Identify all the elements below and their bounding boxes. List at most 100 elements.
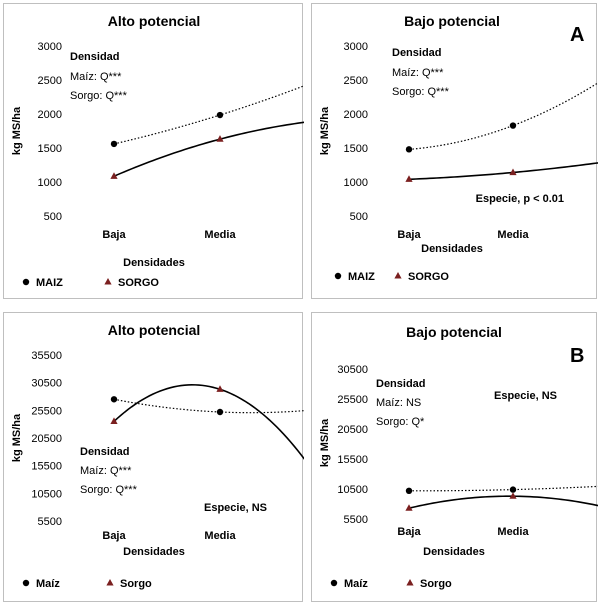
y-axis-label: kg MS/ha [11,413,23,462]
chart-title: Alto potencial [108,13,201,29]
section-label-a: A [570,24,585,46]
y-tick-label: 15500 [337,454,368,466]
y-tick-label: 1000 [344,177,368,189]
data-point-sorgo [110,417,118,424]
y-axis-label: kg MS/ha [319,418,331,467]
data-point-sorgo [509,168,517,176]
data-point-maiz [110,140,118,148]
annotation: Maíz: Q*** [80,465,132,477]
x-axis-label: Densidades [423,546,485,558]
y-tick-label: 2000 [344,109,368,121]
y-tick-label: 25500 [337,394,368,406]
y-tick-label: 25500 [31,405,62,417]
legend-label: Sorgo [420,578,452,590]
legend-marker-sorgo [406,579,414,586]
trend-line-sorgo [408,162,598,181]
data-point-sorgo [509,492,517,499]
y-tick-label: 500 [44,211,62,223]
y-tick-label: 500 [350,211,368,223]
legend-label: Maíz [36,578,60,590]
y-tick-label: 2000 [38,109,62,121]
annotation: Sorgo: Q* [376,416,425,428]
y-tick-label: 35500 [31,350,62,362]
legend-marker-maíz [330,579,338,587]
x-tick-label: Baja [397,526,421,538]
annotation: Especie, p < 0.01 [476,193,564,205]
data-point-sorgo [216,135,224,142]
x-tick-label: Media [204,530,236,542]
y-tick-label: 1000 [38,177,62,189]
legend-label: MAIZ [36,277,63,289]
annotation: Densidad [80,446,130,458]
data-point-maiz [216,111,224,119]
y-axis-label: kg MS/ha [319,106,331,155]
data-point-sorgo [405,504,413,511]
chart-panel-alto-a: Alto potencial kg MS/ha Densidades 500 1000 1… [3,3,304,299]
trend-line-maiz [113,85,304,145]
chart-title: Bajo potencial [406,324,502,340]
legend-label: SORGO [118,277,159,289]
y-tick-label: 3000 [38,41,62,53]
y-tick-label: 2500 [344,75,368,87]
data-point-maíz [405,487,413,494]
trend-line-sorgo [408,495,598,509]
annotation: Maíz: Q*** [70,71,122,83]
annotation: Densidad [376,378,426,390]
annotation: Sorgo: Q*** [80,484,138,496]
section-label-b: B [570,345,585,367]
legend-marker-sorgo [104,278,112,285]
legend-label: MAIZ [348,271,375,283]
y-tick-label: 10500 [31,488,62,500]
trend-line-maíz [408,485,598,492]
annotation: Sorgo: Q*** [392,86,450,98]
annotation: Especie, NS [204,502,267,514]
y-axis-label: kg MS/ha [11,106,23,155]
annotation: Maíz: Q*** [392,67,444,79]
annotation: Sorgo: Q*** [70,90,128,102]
x-tick-label: Baja [102,530,126,542]
trend-line-maiz [408,82,598,150]
data-point-maíz [110,396,118,403]
data-point-sorgo [216,385,224,392]
y-tick-label: 20500 [337,424,368,436]
x-tick-label: Baja [397,229,421,241]
legend-marker-maiz [22,278,30,286]
data-point-sorgo [405,175,413,182]
x-tick-label: Media [497,526,529,538]
y-tick-label: 5500 [344,514,368,526]
legend-label: SORGO [408,271,449,283]
y-tick-label: 3000 [344,41,368,53]
legend-marker-sorgo [106,579,114,586]
annotation: Densidad [392,47,442,59]
trend-line-maíz [113,398,304,414]
legend-marker-sorgo [394,272,402,279]
y-tick-label: 1500 [344,143,368,155]
y-tick-label: 2500 [38,75,62,87]
annotation: Densidad [70,51,120,63]
data-point-maiz [509,122,517,129]
chart-title: Bajo potencial [404,13,500,29]
trend-line-sorgo [113,121,304,177]
x-tick-label: Media [497,229,529,241]
chart-svg-alto-a: Alto potencial kg MS/ha Densidades 500 1000 1… [11,13,304,289]
y-tick-label: 30500 [337,364,368,376]
legend-marker-maiz [334,272,342,280]
y-tick-label: 20500 [31,433,62,445]
legend-marker-maíz [22,579,30,587]
chart-panel-alto-b: Alto potencial kg MS/ha Densidades 5500 1050… [3,312,304,602]
chart-title: Alto potencial [108,322,201,338]
data-point-sorgo [110,172,118,179]
y-tick-label: 30500 [31,378,62,390]
annotation: Maíz: NS [376,397,421,409]
y-tick-label: 5500 [38,516,62,528]
chart-svg-alto-b: Alto potencial kg MS/ha Densidades 5500 1050… [11,322,304,590]
y-tick-label: 10500 [337,484,368,496]
trend-line-sorgo [113,384,304,460]
legend-label: Maíz [344,578,368,590]
data-point-maíz [216,408,224,416]
data-point-maiz [405,146,413,153]
chart-svg-bajo-b: Bajo potencial kg MS/ha Densidades 5500 1050… [319,324,598,590]
x-tick-label: Baja [102,229,126,241]
y-tick-label: 15500 [31,461,62,473]
chart-svg-bajo-a: Bajo potencial kg MS/ha Densidades 500 1000 1… [319,13,598,283]
